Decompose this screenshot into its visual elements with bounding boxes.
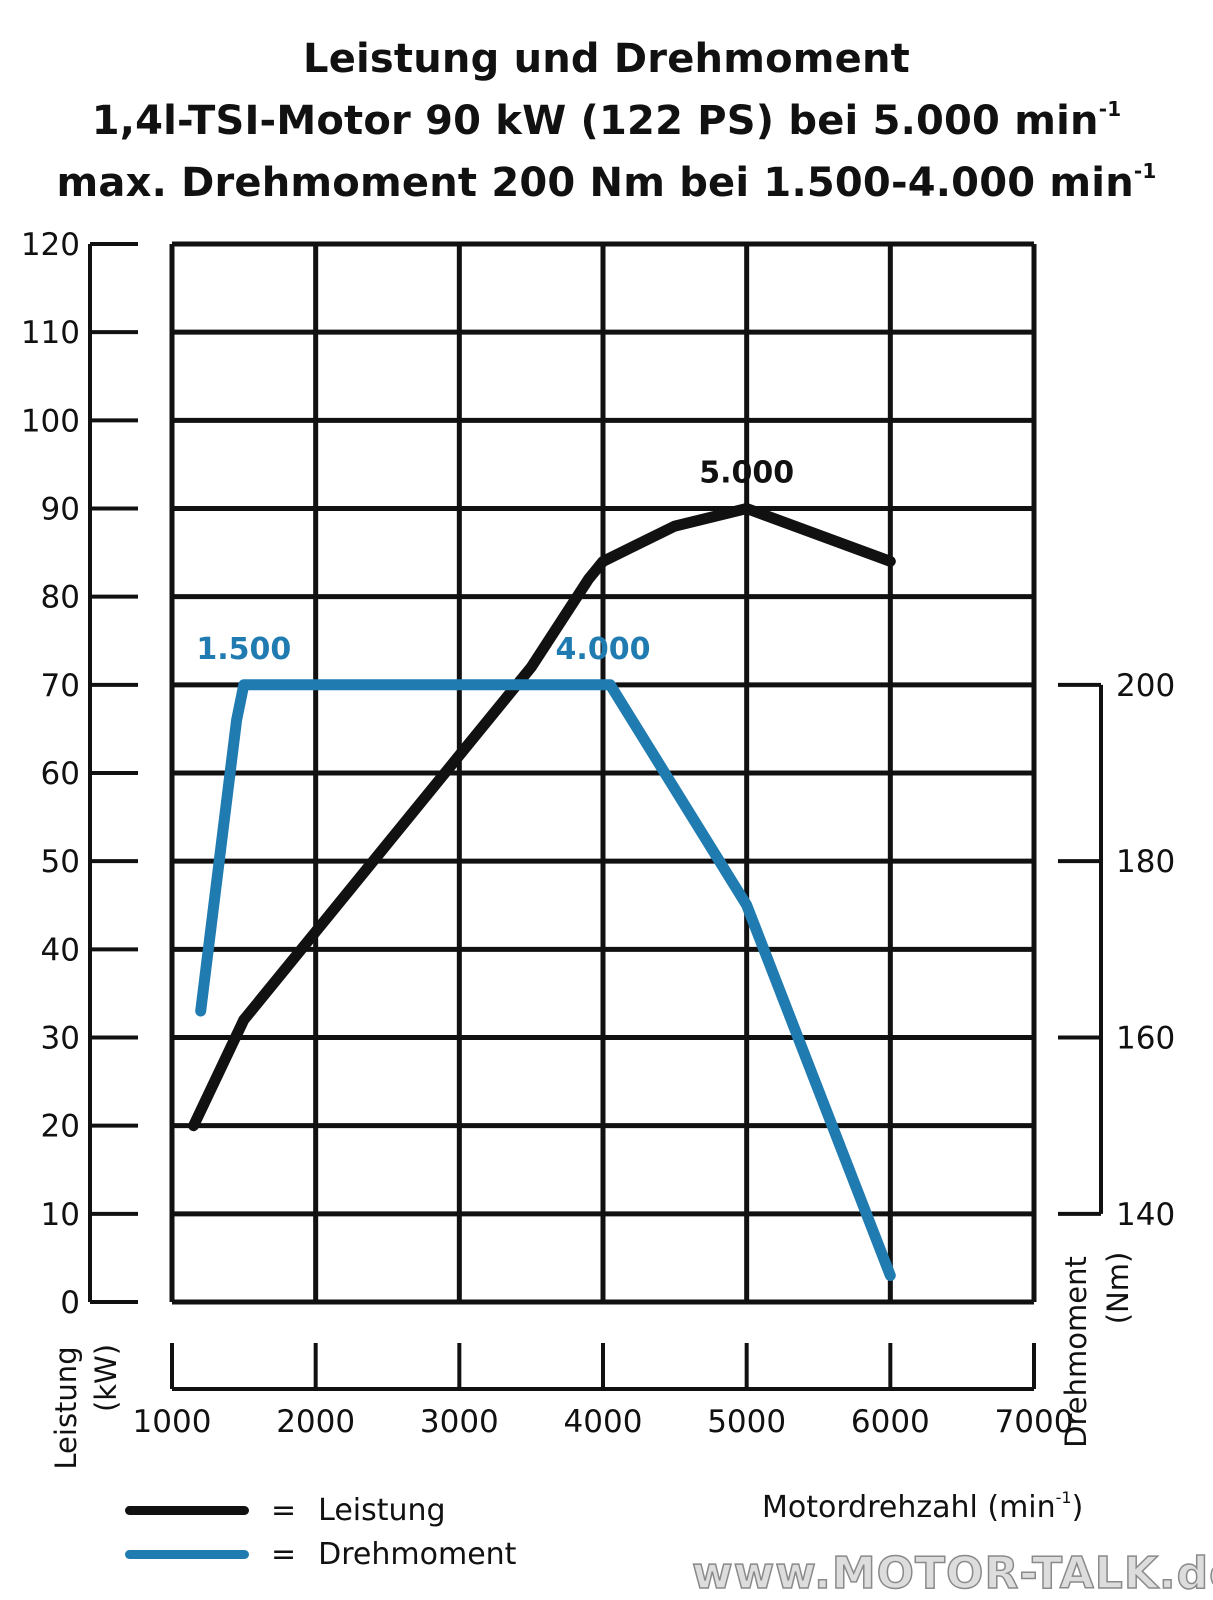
x-tick-label: 1000	[133, 1404, 212, 1440]
right-axis-unit: (Nm)	[1101, 1252, 1135, 1325]
legend-label-drehmoment: Drehmoment	[318, 1536, 517, 1572]
x-tick-label: 7000	[995, 1404, 1074, 1440]
annotation-layer: 5.000 1.500 4.000	[196, 456, 794, 667]
title-line-2: 1,4l-TSI-Motor 90 kW (122 PS) bei 5.000 …	[91, 97, 1122, 144]
left-tick-label: 10	[41, 1197, 80, 1233]
left-tick-label: 70	[41, 668, 80, 704]
legend-item-drehmoment: = Drehmoment	[125, 1532, 516, 1576]
left-tick-label: 30	[41, 1021, 80, 1057]
axis-titles: Leistung (kW) Drehmoment (Nm)	[49, 1252, 1135, 1470]
annotation-label: 4.000	[556, 632, 651, 667]
x-tick-label: 6000	[851, 1404, 930, 1440]
title-line-3: max. Drehmoment 200 Nm bei 1.500-4.000 m…	[56, 159, 1157, 206]
left-axis: 0 10 20 30 40 50 60 70 80 90 100 110 120	[21, 227, 138, 1321]
left-tick-label: 50	[41, 844, 80, 880]
legend-equals: =	[271, 1492, 297, 1528]
legend-swatch-leistung	[125, 1505, 249, 1515]
left-axis-title: Leistung	[49, 1346, 83, 1469]
left-tick-label: 40	[41, 932, 80, 968]
left-tick-label: 20	[41, 1109, 80, 1145]
right-tick-label: 180	[1116, 844, 1175, 880]
series-line-leistung	[188, 503, 896, 1132]
x-axis: 1000 2000 3000 4000 5000 6000 7000	[133, 1343, 1074, 1440]
series-line-drehmoment	[195, 679, 896, 1281]
right-tick-label: 140	[1116, 1197, 1175, 1233]
annotation-label: 5.000	[699, 456, 794, 491]
left-tick-label: 110	[21, 315, 80, 351]
left-axis-unit: (kW)	[89, 1344, 123, 1412]
legend: = Leistung = Drehmoment	[125, 1488, 516, 1576]
x-tick-label: 3000	[420, 1404, 499, 1440]
grid	[169, 241, 1037, 1305]
right-tick-label: 160	[1116, 1021, 1175, 1057]
legend-label-leistung: Leistung	[318, 1492, 446, 1528]
left-tick-label: 80	[41, 580, 80, 616]
right-tick-label: 200	[1116, 668, 1175, 704]
legend-equals: =	[271, 1536, 297, 1572]
x-tick-label: 4000	[564, 1404, 643, 1440]
title-line-1: Leistung und Drehmoment	[303, 36, 910, 82]
legend-item-leistung: = Leistung	[125, 1488, 516, 1532]
watermark: www.MOTOR-TALK.de	[691, 1547, 1213, 1600]
right-axis-title: Drehmoment	[1059, 1256, 1093, 1448]
series-layer	[188, 503, 896, 1281]
left-tick-label: 100	[21, 403, 80, 439]
x-tick-label: 2000	[276, 1404, 355, 1440]
annotation-label: 1.500	[196, 632, 291, 667]
left-tick-label: 120	[21, 227, 80, 263]
left-tick-label: 60	[41, 756, 80, 792]
x-tick-label: 5000	[707, 1404, 786, 1440]
x-axis-label: Motordrehzahl (min-1)	[762, 1488, 1084, 1526]
left-tick-label: 0	[60, 1285, 80, 1321]
right-axis: 140 160 180 200	[1058, 668, 1175, 1233]
left-tick-label: 90	[41, 492, 80, 528]
legend-swatch-drehmoment	[125, 1549, 249, 1559]
chart-title: Leistung und Drehmoment 1,4l-TSI-Motor 9…	[0, 28, 1213, 214]
